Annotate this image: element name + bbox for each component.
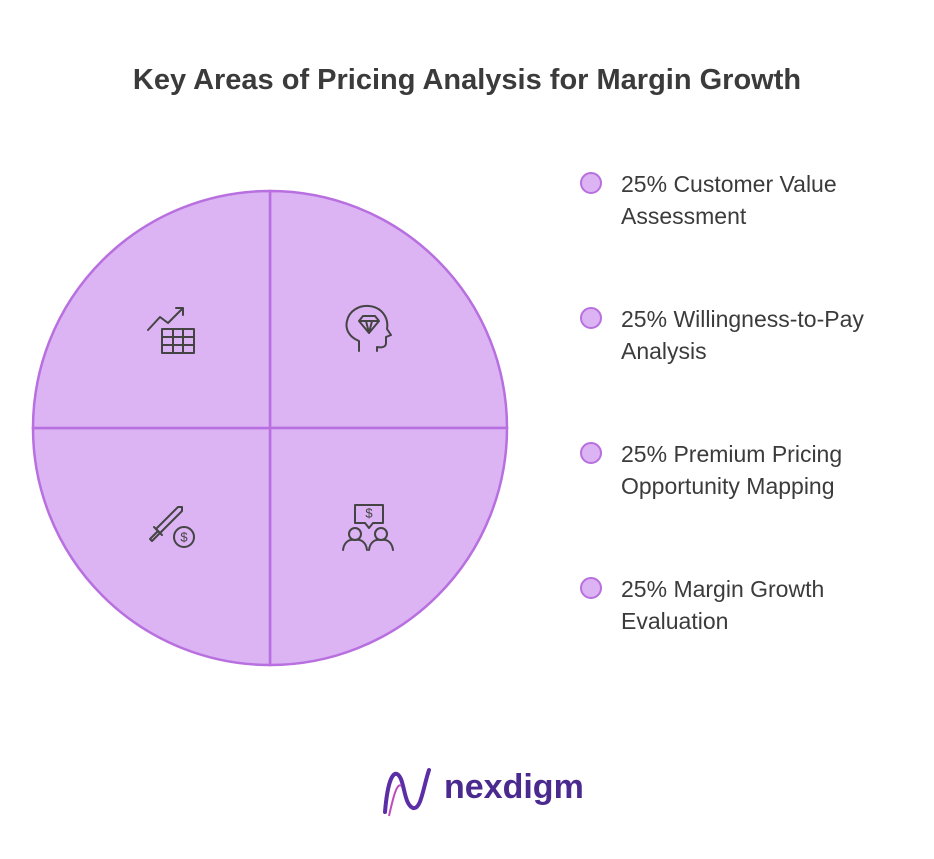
value-label: 25% [621,576,668,602]
legend-item: 25% Willingness-to-Pay Analysis [580,303,870,367]
icon-sword: $ [149,506,195,548]
legend-swatch [580,172,602,194]
legend-item: 25% Customer Value Assessment [580,168,870,232]
legend-text: 25% Premium Pricing Opportunity Mapping [621,438,870,502]
legend-swatch [580,442,602,464]
legend-text: 25% Customer Value Assessment [621,168,870,232]
pie-slice [31,189,272,430]
legend-label: Customer Value Assessment [621,171,837,229]
legend-label: Margin Growth Evaluation [621,576,825,634]
legend-swatch [580,307,602,329]
legend-item: 25% Premium Pricing Opportunity Mapping [580,438,870,502]
icon-chart [147,307,195,354]
logo-text: nexdigm [444,768,584,806]
legend-text: 25% Willingness-to-Pay Analysis [621,303,870,367]
legend-label: Premium Pricing Opportunity Mapping [621,441,843,499]
icon-head [345,304,392,352]
legend-label: Willingness-to-Pay Analysis [621,306,864,364]
icons: $ $ [147,304,394,551]
logo-mark [383,768,431,817]
value-label: 25% [621,306,668,332]
svg-text:$: $ [180,529,188,544]
pie-slice [268,426,509,667]
value-label: 25% [621,441,668,467]
legend-swatch [580,577,602,599]
svg-text:$: $ [365,505,373,520]
chart-title: Key Areas of Pricing Analysis for Margin… [132,64,802,96]
value-label: 25% [621,171,668,197]
legend-item: 25% Margin Growth Evaluation [580,573,870,637]
icon-people: $ [342,504,394,551]
pie-slice [31,426,272,667]
legend-text: 25% Margin Growth Evaluation [621,573,870,637]
pie-slice [268,189,509,430]
